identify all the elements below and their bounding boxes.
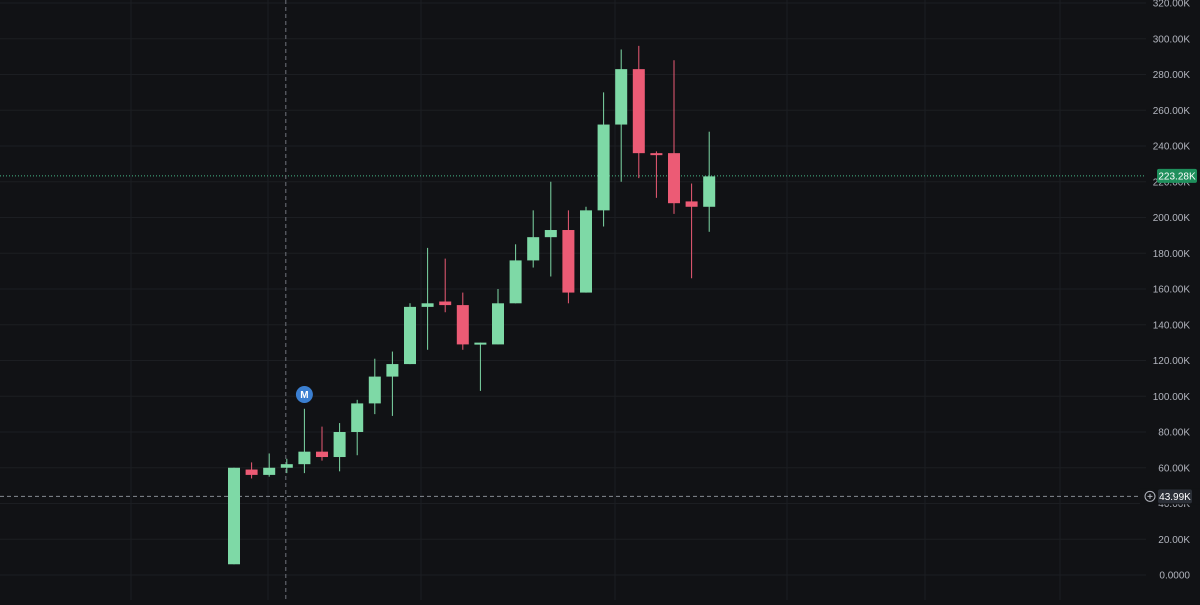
- candle[interactable]: [632, 45, 645, 179]
- candle[interactable]: [668, 60, 680, 214]
- candle-body: [527, 237, 540, 261]
- candle[interactable]: [492, 289, 504, 345]
- y-tick-label: 300.00K: [1153, 34, 1191, 45]
- event-marker-label: M: [300, 390, 308, 401]
- candle[interactable]: [263, 453, 276, 477]
- candle[interactable]: [615, 49, 628, 182]
- y-tick-label: 20.00K: [1158, 535, 1190, 546]
- horizontal-gridlines: [0, 2, 1146, 576]
- candle-body: [474, 342, 487, 345]
- candle-body: [333, 432, 346, 458]
- candle[interactable]: [580, 206, 592, 293]
- candle-body: [456, 305, 469, 345]
- candle[interactable]: [703, 131, 716, 232]
- candle[interactable]: [228, 467, 240, 565]
- candle-body: [668, 153, 680, 204]
- y-tick-label: 120.00K: [1153, 356, 1191, 367]
- price-labels: 223.28K 43.99K: [1140, 168, 1200, 505]
- price-axis[interactable]: 0.0000 20.00K 40.00K 60.00K 80.00K 100.00K 120…: [1153, 0, 1191, 582]
- candle-body: [615, 69, 628, 125]
- candle[interactable]: [544, 181, 557, 277]
- candle[interactable]: [421, 247, 434, 350]
- y-tick-label: 0.0000: [1159, 571, 1190, 582]
- candle-body: [280, 464, 293, 468]
- candle-body: [404, 306, 416, 365]
- candle[interactable]: [368, 358, 381, 415]
- y-tick-label: 180.00K: [1153, 249, 1191, 260]
- candle-body: [509, 260, 522, 304]
- candle[interactable]: [562, 210, 575, 304]
- candle[interactable]: [527, 210, 540, 268]
- candle-body: [263, 467, 276, 475]
- candle-body: [298, 451, 311, 465]
- candles[interactable]: [228, 45, 716, 565]
- add-alert-icon[interactable]: [1144, 490, 1156, 502]
- candle[interactable]: [298, 408, 311, 474]
- candle[interactable]: [404, 303, 416, 365]
- event-marker[interactable]: [295, 385, 313, 403]
- candle[interactable]: [245, 462, 258, 479]
- candle[interactable]: [509, 244, 522, 304]
- y-tick-label: 60.00K: [1158, 463, 1190, 474]
- candle-body: [316, 451, 328, 458]
- candle[interactable]: [474, 342, 487, 391]
- candle-body: [368, 376, 381, 404]
- candle[interactable]: [456, 292, 469, 350]
- candle-body: [386, 364, 399, 377]
- candle-body: [439, 301, 452, 306]
- candle[interactable]: [386, 351, 399, 416]
- candle-body: [228, 467, 240, 565]
- candle-body: [597, 124, 610, 211]
- candle-body: [245, 469, 258, 475]
- y-tick-label: 80.00K: [1158, 428, 1190, 439]
- candle[interactable]: [685, 183, 698, 279]
- y-tick-label: 140.00K: [1153, 320, 1191, 331]
- candle[interactable]: [316, 426, 328, 461]
- y-tick-label: 260.00K: [1153, 106, 1191, 117]
- y-tick-label: 240.00K: [1153, 142, 1191, 153]
- candle-body: [703, 176, 716, 207]
- candle-body: [421, 303, 434, 307]
- vertical-gridlines: [130, 0, 1061, 600]
- crosshair-price-label-bg: [1158, 489, 1192, 504]
- candle[interactable]: [333, 423, 346, 472]
- candle[interactable]: [597, 92, 610, 227]
- candle[interactable]: [650, 151, 663, 198]
- candle-body: [562, 230, 575, 293]
- price-lines: [0, 175, 1146, 497]
- candle-body: [650, 153, 663, 156]
- last-price-label: 223.28K: [1158, 171, 1196, 182]
- last-price-label-bg: [1157, 168, 1197, 183]
- y-tick-label: 280.00K: [1153, 70, 1191, 81]
- markers[interactable]: M: [295, 385, 313, 403]
- y-tick-label: 200.00K: [1153, 213, 1191, 224]
- candle[interactable]: [280, 458, 293, 474]
- crosshair-price-label: 43.99K: [1159, 492, 1191, 503]
- y-tick-label: 100.00K: [1153, 392, 1191, 403]
- y-tick-label: 160.00K: [1153, 285, 1191, 296]
- y-tick-label: 40.00K: [1158, 499, 1190, 510]
- candle-body: [685, 201, 698, 207]
- candle-body: [632, 69, 645, 154]
- candle-body: [580, 210, 592, 293]
- candle[interactable]: [351, 399, 364, 456]
- candle[interactable]: [439, 258, 452, 313]
- candle-body: [351, 403, 364, 432]
- y-tick-label: 320.00K: [1153, 0, 1191, 10]
- candle-body: [544, 230, 557, 238]
- candle-body: [492, 303, 504, 345]
